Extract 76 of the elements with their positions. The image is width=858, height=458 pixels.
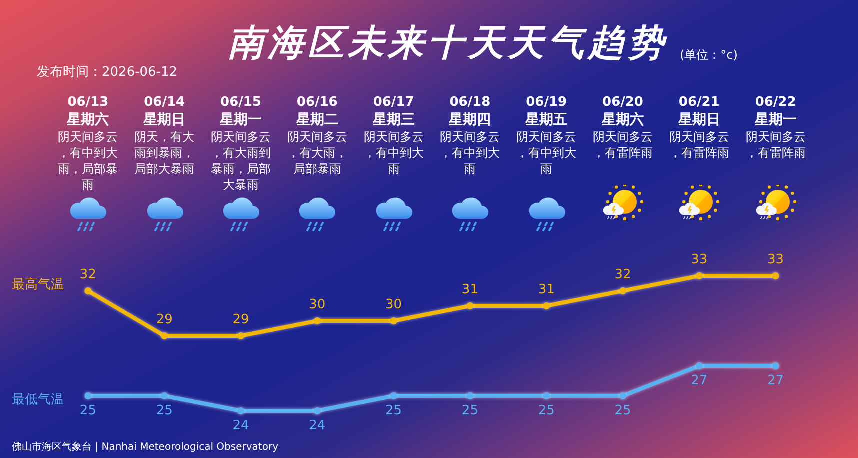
text: 阴天间多云，有雷阵雨 xyxy=(592,129,654,161)
point xyxy=(161,392,168,400)
x-tick-label: 06/21 xyxy=(678,94,721,111)
text: 阴天间多云，有中到大雨 xyxy=(362,129,425,177)
text: 阴天间多云，有中到大雨，局部暴雨 xyxy=(57,129,120,193)
text: 阴天间多云，有雷阵雨 xyxy=(744,129,807,161)
data-label: 27 xyxy=(768,373,784,388)
text: 阴天间多云，有大雨到暴雨，局部大暴雨 xyxy=(210,129,272,193)
point xyxy=(466,302,474,310)
data-label: 30 xyxy=(309,297,326,312)
x-tick-label: 06/15 xyxy=(220,94,262,111)
text: 阴天间多云，有雷阵雨 xyxy=(668,129,730,161)
point xyxy=(314,318,321,324)
chart-title: 南海区未来十天天气趋势 xyxy=(228,22,668,66)
data-label: 25 xyxy=(614,403,632,418)
point xyxy=(238,408,244,414)
text: 阴天间多云，有中到大雨 xyxy=(516,129,578,177)
data-label: 25 xyxy=(156,403,173,418)
data-label: 29 xyxy=(232,312,250,328)
point xyxy=(314,408,321,414)
text: 佛山市海区气象台 | Nanhai Meteorological Observatory xyxy=(12,441,278,454)
text: 星期二 xyxy=(295,111,340,129)
data-label: 33 xyxy=(691,252,708,268)
data-label: 29 xyxy=(156,312,173,328)
point xyxy=(466,392,474,400)
x-tick-label: 06/18 xyxy=(448,94,492,111)
data-label: 32 xyxy=(80,267,96,282)
point xyxy=(161,332,168,340)
point xyxy=(84,288,92,294)
text: 星期五 xyxy=(524,111,569,129)
point xyxy=(543,392,550,400)
x-tick-label: 06/13 xyxy=(66,94,110,111)
point xyxy=(238,332,244,340)
text: 阴天间多云，有大雨，局部暴雨 xyxy=(286,129,348,177)
point xyxy=(772,362,780,370)
point xyxy=(696,272,703,280)
data-label: 25 xyxy=(80,403,96,418)
data-label: 25 xyxy=(386,403,402,418)
text: 星期一 xyxy=(754,111,798,129)
data-label: 27 xyxy=(691,373,708,388)
point xyxy=(620,288,626,294)
point xyxy=(696,362,703,370)
data-label: 32 xyxy=(614,267,632,282)
point xyxy=(543,302,550,310)
point xyxy=(620,392,626,400)
x-tick-label: 06/20 xyxy=(602,94,644,111)
x-tick-label: 06/19 xyxy=(525,94,568,111)
data-label: 25 xyxy=(462,403,478,418)
text: 发布时间：2026-06-12 xyxy=(37,64,178,81)
x-tick-label: 06/22 xyxy=(754,94,798,111)
text: 星期三 xyxy=(372,111,416,129)
data-label: 24 xyxy=(232,418,250,434)
text: 阴天，有大雨到暴雨，局部大暴雨 xyxy=(134,129,196,177)
data-label: 31 xyxy=(462,282,478,298)
x-tick-label: 06/16 xyxy=(296,94,339,111)
text: 星期日 xyxy=(677,111,722,129)
text: 星期一 xyxy=(218,111,263,129)
data-label: 33 xyxy=(768,252,784,268)
data-label: 24 xyxy=(309,418,326,434)
x-tick-label: 06/17 xyxy=(372,94,416,111)
x-tick-label: 06/14 xyxy=(143,94,186,111)
data-label: 31 xyxy=(538,282,555,298)
data-label: 30 xyxy=(386,297,402,312)
chart-subtitle: (单位：°c) xyxy=(680,47,738,63)
point xyxy=(390,392,398,400)
text: 星期六 xyxy=(600,111,645,129)
text: 星期日 xyxy=(142,111,187,129)
text: 阴天间多云，有中到大雨 xyxy=(439,129,502,177)
text: 星期六 xyxy=(66,111,110,129)
point xyxy=(84,392,92,400)
point xyxy=(390,318,398,324)
point xyxy=(772,272,780,280)
series-label: 最低气温 xyxy=(12,392,64,408)
data-label: 25 xyxy=(538,403,555,418)
series-label: 最高气温 xyxy=(12,276,64,292)
text: 星期四 xyxy=(448,111,492,129)
